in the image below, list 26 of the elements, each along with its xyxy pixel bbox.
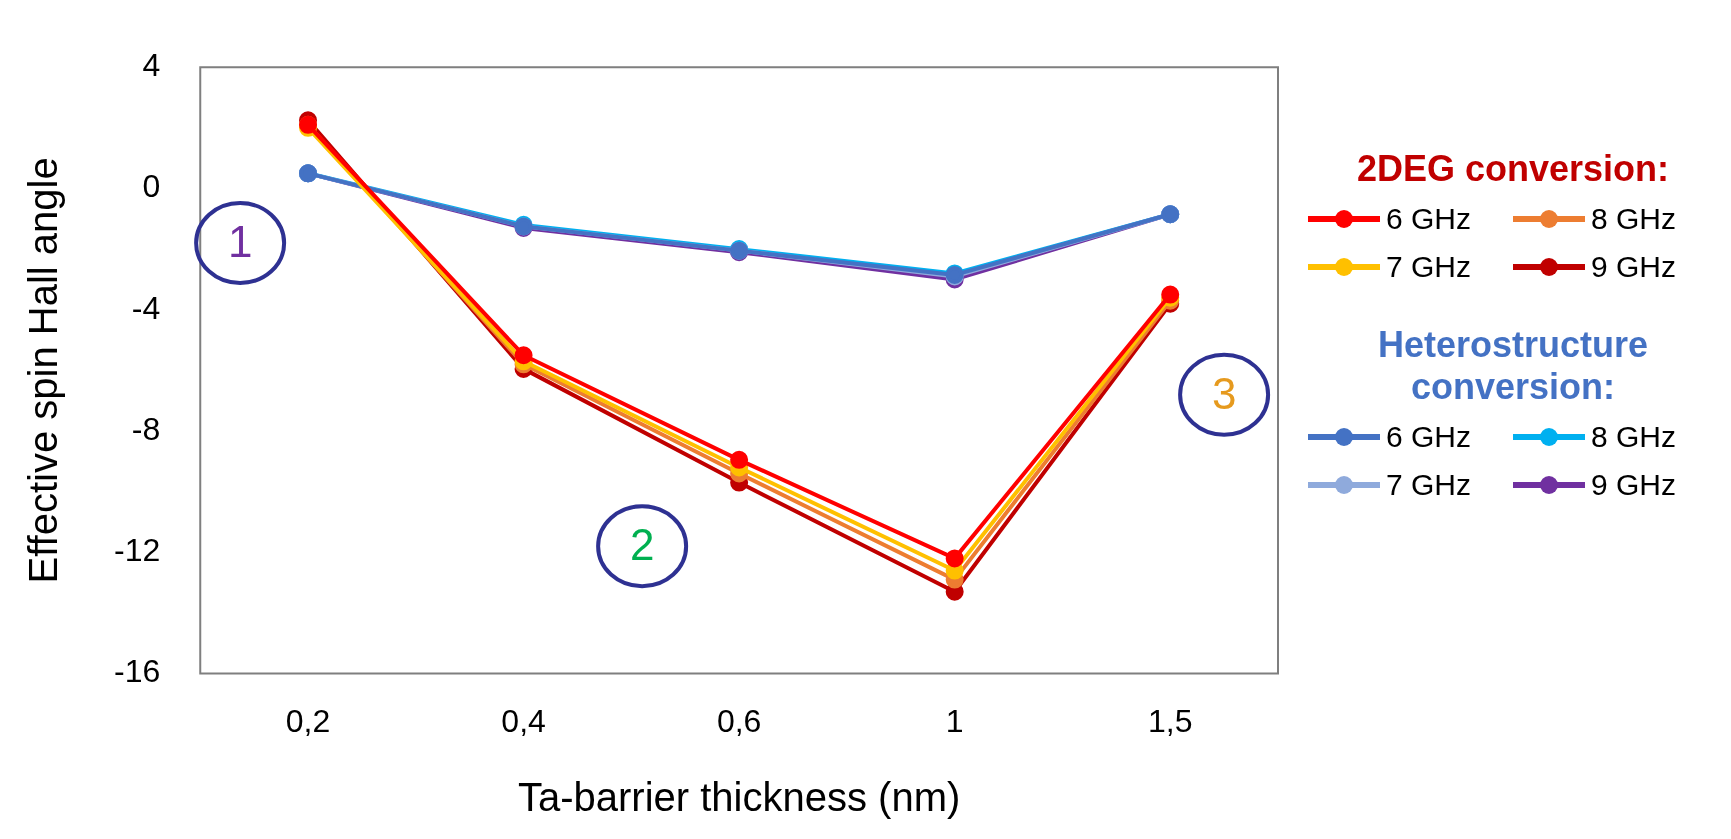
legend-label: 6 GHz [1386, 420, 1472, 454]
legend-label: 9 GHz [1591, 250, 1677, 284]
x-tick-label: 1 [945, 702, 964, 739]
x-tick-label: 1,5 [1147, 702, 1193, 739]
legend-label: 7 GHz [1386, 468, 1472, 502]
annotation: 1 [227, 217, 253, 267]
y-axis-title: Effective spin Hall angle [21, 157, 66, 584]
legend-label: 8 GHz [1591, 420, 1677, 454]
legend-label: 6 GHz [1386, 202, 1472, 236]
annotation: 2 [629, 520, 655, 570]
y-tick-label: -8 [131, 410, 161, 447]
legend-label: 7 GHz [1386, 250, 1472, 284]
text: Heterostructure conversion: [1376, 324, 1650, 408]
x-tick-label: 0,6 [716, 702, 762, 739]
annotation: 3 [1211, 368, 1237, 418]
text: 2DEG conversion: [1355, 148, 1671, 190]
y-tick-label: 4 [142, 47, 161, 84]
x-tick-label: 0,4 [501, 702, 546, 739]
legend-label: 8 GHz [1591, 202, 1677, 236]
x-tick-label: 0,2 [285, 702, 331, 739]
y-tick-label: -4 [131, 289, 161, 326]
x-axis-title: Ta-barrier thickness (nm) [517, 775, 961, 820]
y-tick-label: 0 [142, 168, 161, 205]
y-tick-label: -16 [114, 653, 161, 690]
legend-label: 9 GHz [1591, 468, 1677, 502]
y-tick-label: -12 [114, 532, 161, 569]
